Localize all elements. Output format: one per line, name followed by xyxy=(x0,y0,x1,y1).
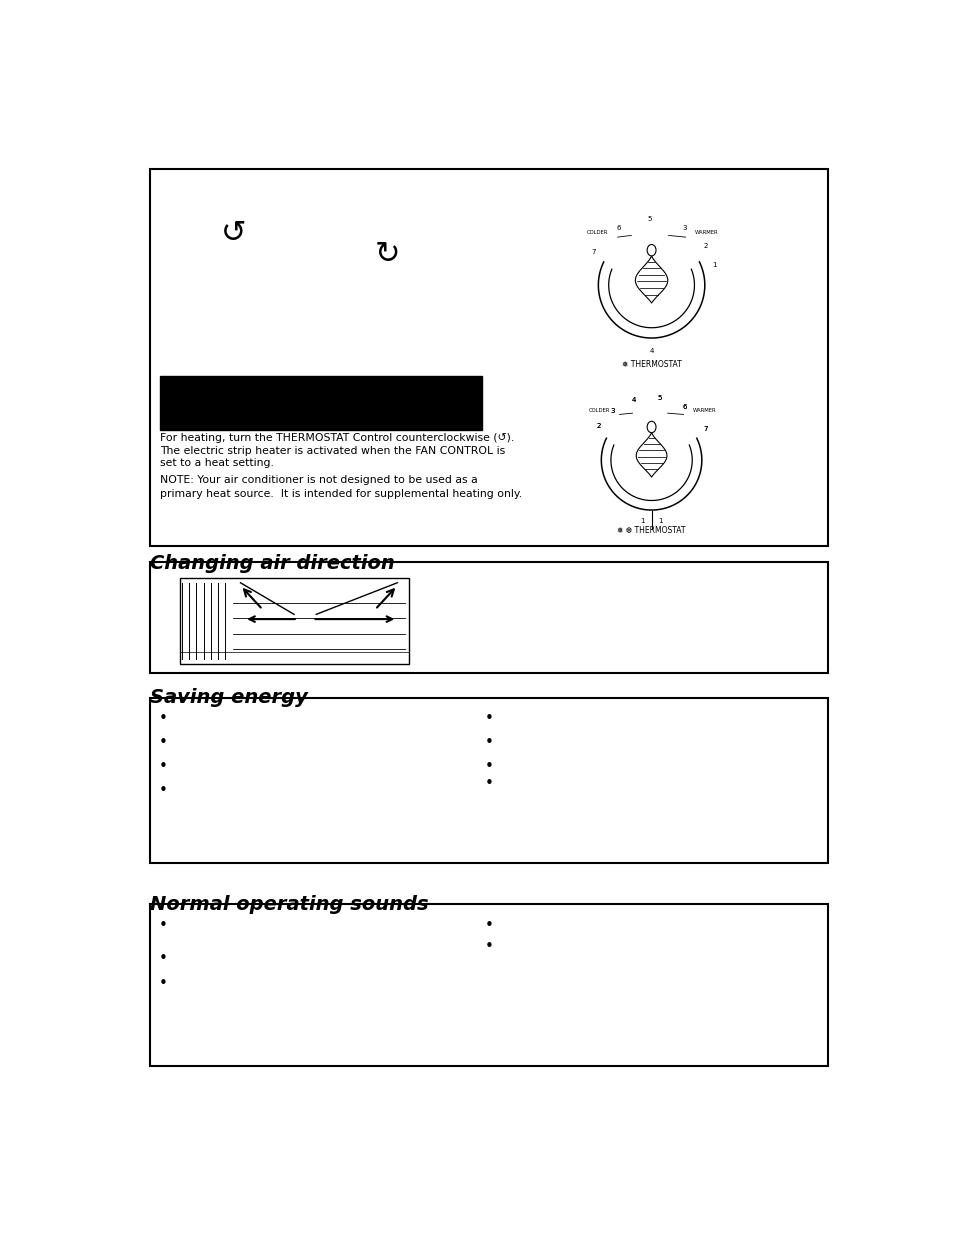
Text: For heating, turn the THERMOSTAT Control counterclockwise (↺).: For heating, turn the THERMOSTAT Control… xyxy=(160,432,514,442)
Circle shape xyxy=(646,421,656,432)
Text: 1: 1 xyxy=(712,262,717,268)
Bar xyxy=(160,377,481,430)
Text: ↺: ↺ xyxy=(221,220,246,248)
Bar xyxy=(151,698,826,863)
Text: ❅ ❆ THERMOSTAT: ❅ ❆ THERMOSTAT xyxy=(617,526,685,535)
Text: NOTE: Your air conditioner is not designed to be used as a: NOTE: Your air conditioner is not design… xyxy=(160,475,477,485)
Bar xyxy=(180,578,409,663)
Text: 2: 2 xyxy=(596,424,600,429)
Text: •: • xyxy=(484,940,493,955)
Text: •: • xyxy=(159,735,168,750)
Text: 6: 6 xyxy=(682,404,686,410)
Text: WARMER: WARMER xyxy=(695,230,718,235)
Text: 1: 1 xyxy=(658,519,662,525)
Text: •: • xyxy=(159,758,168,774)
Text: 3: 3 xyxy=(682,225,686,231)
Text: 4: 4 xyxy=(632,398,636,403)
Text: ❅ THERMOSTAT: ❅ THERMOSTAT xyxy=(621,359,680,368)
Text: COLDER: COLDER xyxy=(588,408,609,412)
Text: 3: 3 xyxy=(610,408,615,414)
Bar xyxy=(151,904,826,1066)
Bar xyxy=(151,169,826,546)
Text: WARMER: WARMER xyxy=(693,408,716,412)
Text: primary heat source.  It is intended for supplemental heating only.: primary heat source. It is intended for … xyxy=(160,489,521,499)
Text: •: • xyxy=(159,976,168,990)
Text: 5: 5 xyxy=(657,395,660,401)
Text: •: • xyxy=(484,918,493,932)
Text: 7: 7 xyxy=(703,426,707,432)
Text: •: • xyxy=(484,735,493,750)
Text: Saving energy: Saving energy xyxy=(151,688,308,708)
Text: Changing air direction: Changing air direction xyxy=(151,555,395,573)
Text: •: • xyxy=(159,711,168,726)
Text: •: • xyxy=(484,776,493,790)
Text: 6: 6 xyxy=(616,225,619,231)
Text: 1: 1 xyxy=(639,519,644,525)
Circle shape xyxy=(646,245,656,256)
Text: COLDER: COLDER xyxy=(586,230,607,235)
Text: •: • xyxy=(484,758,493,774)
Text: 6: 6 xyxy=(682,404,686,410)
Text: Normal operating sounds: Normal operating sounds xyxy=(151,894,429,914)
Text: •: • xyxy=(159,951,168,966)
Polygon shape xyxy=(635,256,667,303)
Text: •: • xyxy=(484,711,493,726)
Text: set to a heat setting.: set to a heat setting. xyxy=(160,458,274,468)
Text: 7: 7 xyxy=(591,249,596,256)
Polygon shape xyxy=(636,432,666,477)
Text: •: • xyxy=(159,783,168,798)
Text: 2: 2 xyxy=(702,243,707,249)
Text: 5: 5 xyxy=(657,395,660,401)
Text: 4: 4 xyxy=(632,398,636,403)
Text: 5: 5 xyxy=(646,216,651,222)
Text: 3: 3 xyxy=(610,408,615,414)
Bar xyxy=(151,562,826,673)
Text: 4: 4 xyxy=(649,348,653,354)
Text: 7: 7 xyxy=(703,426,707,432)
Text: The electric strip heater is activated when the FAN CONTROL is: The electric strip heater is activated w… xyxy=(160,446,505,456)
Text: •: • xyxy=(159,918,168,932)
Text: 2: 2 xyxy=(596,424,600,429)
Text: ↻: ↻ xyxy=(375,240,400,269)
